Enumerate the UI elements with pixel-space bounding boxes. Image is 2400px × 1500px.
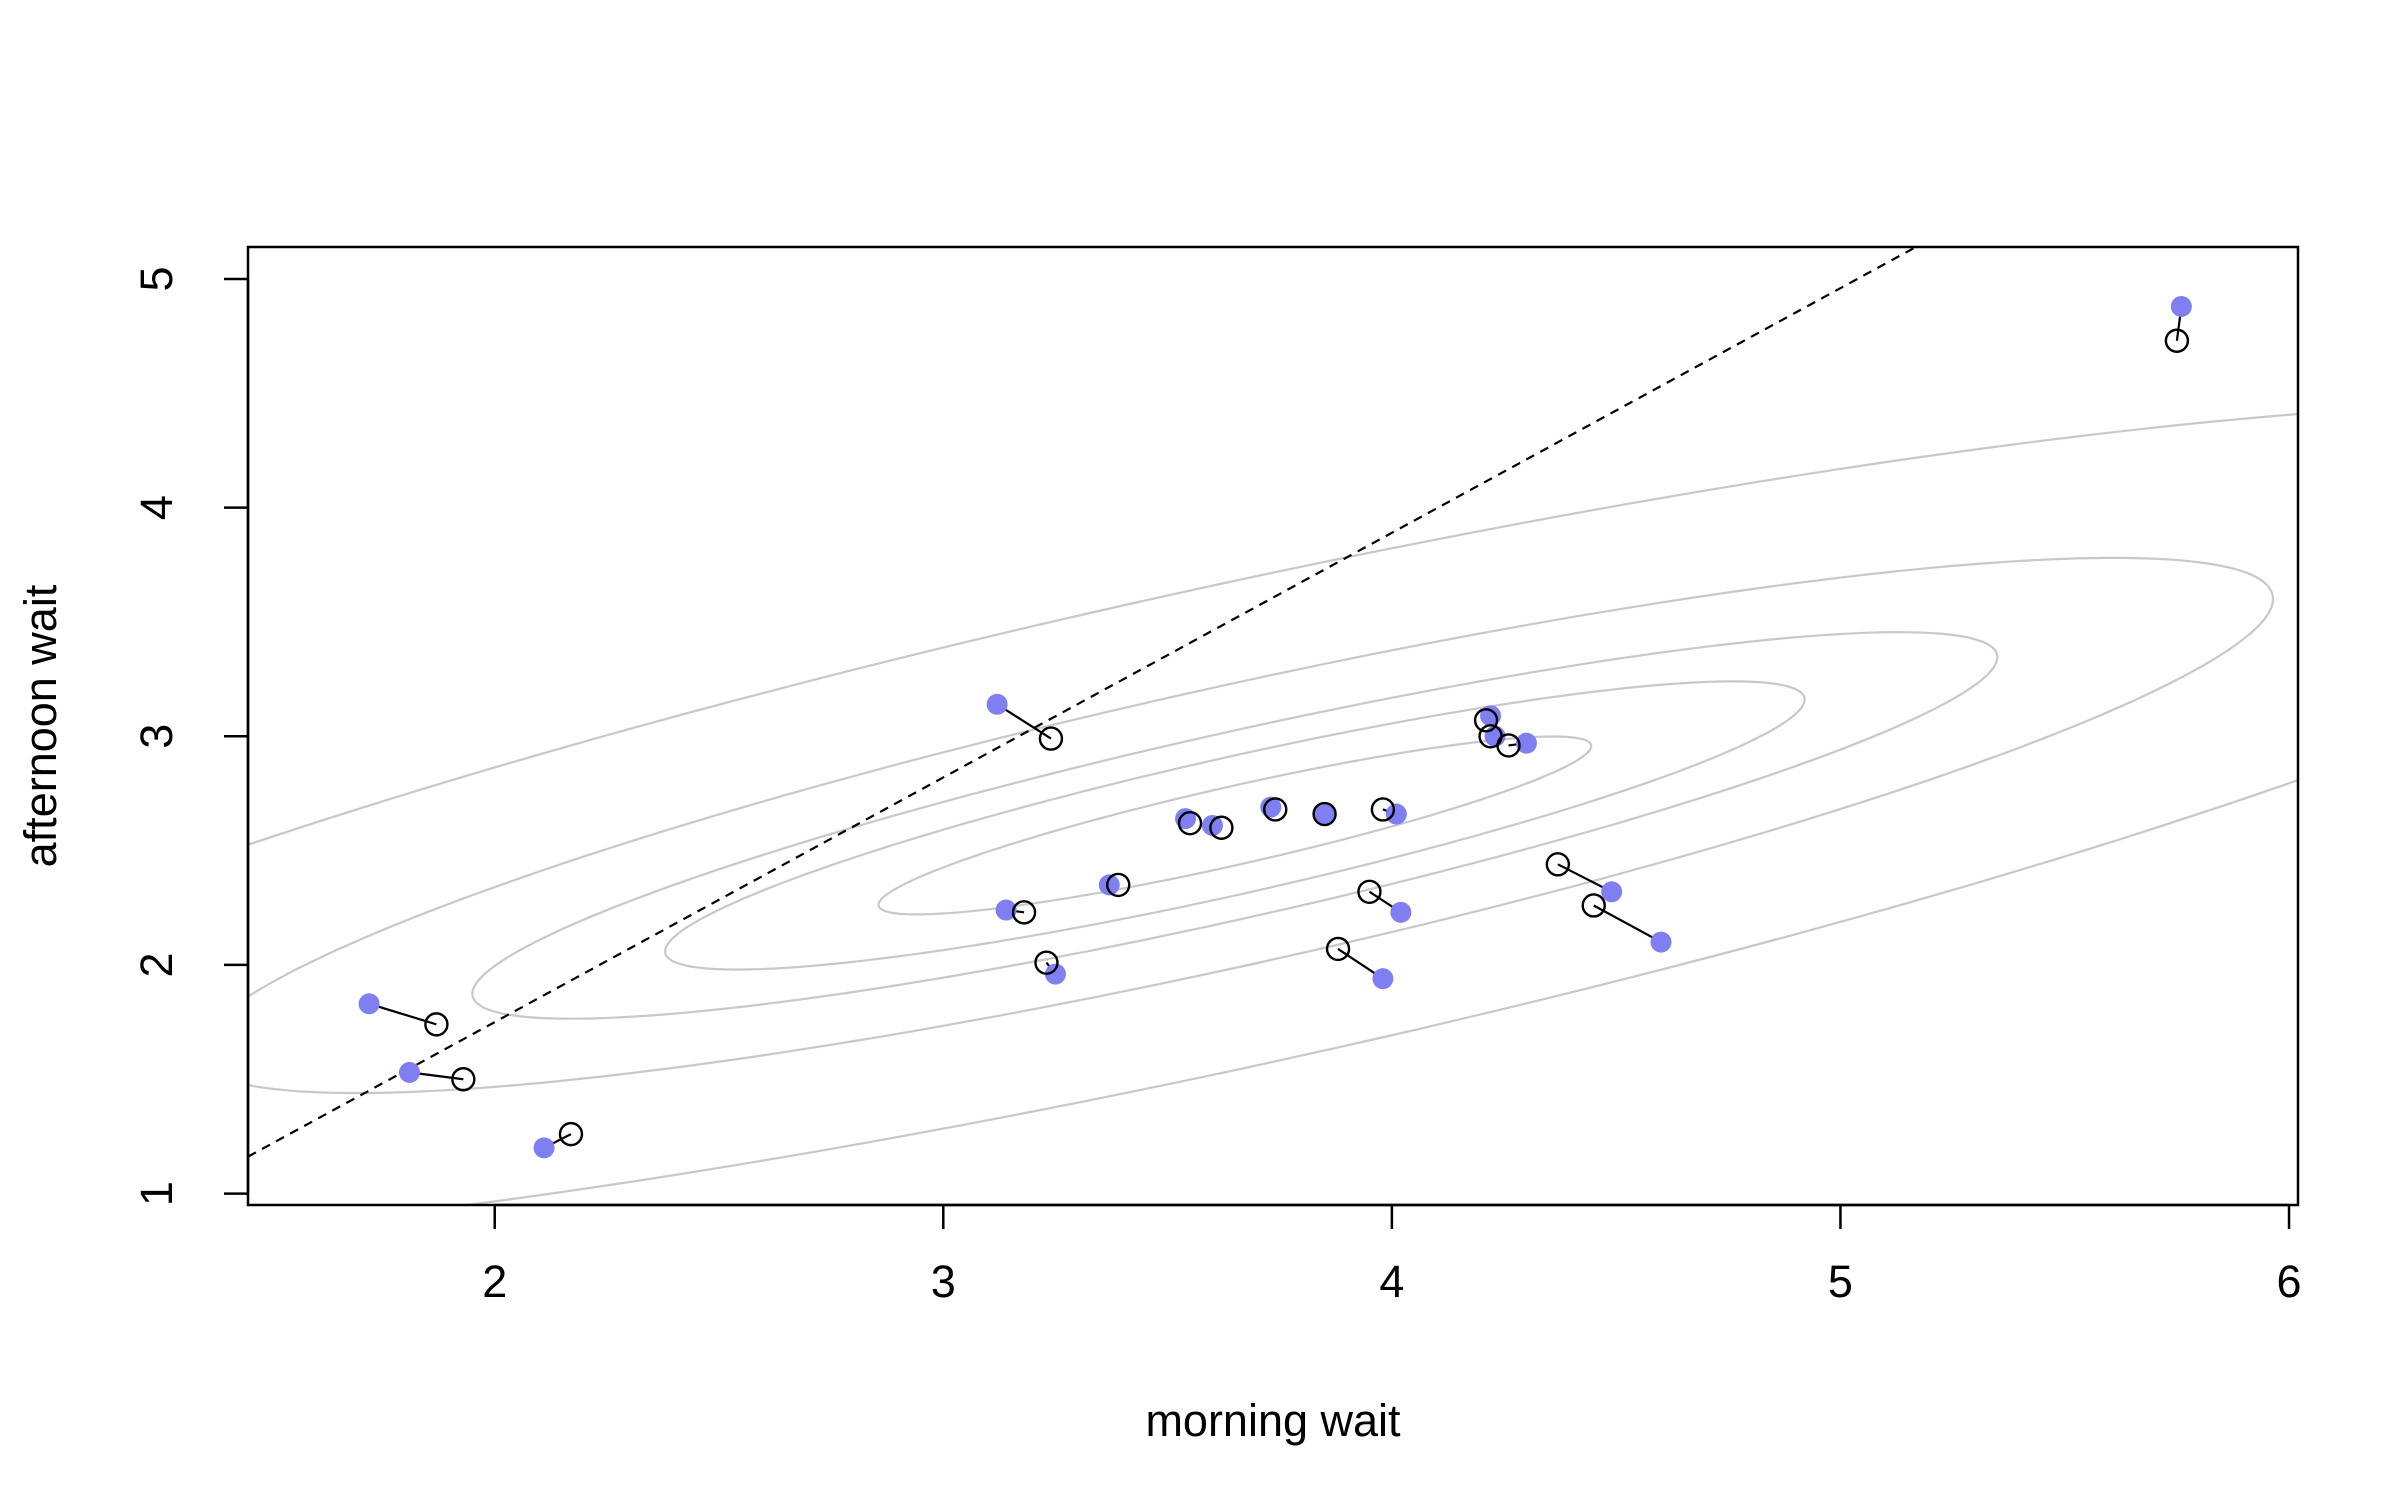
raw-point (1601, 881, 1623, 903)
pooled-point (1106, 872, 1131, 898)
contour-ellipse-1 (877, 735, 1593, 916)
raw-point (1385, 803, 1407, 825)
pooled-point (1034, 950, 1059, 975)
reference-line-group (248, 247, 1919, 1158)
y-tick-label: 4 (131, 495, 182, 520)
reference-line (248, 247, 1919, 1158)
x-tick-label: 5 (1828, 1256, 1853, 1307)
pooled-point (1545, 852, 1571, 877)
raw-point (1314, 803, 1336, 825)
y-tick-label: 1 (131, 1181, 182, 1206)
raw-point (2170, 295, 2192, 317)
pooled-point (1209, 815, 1234, 840)
pooled-point (451, 1067, 476, 1092)
pooled-point (2164, 328, 2190, 353)
raw-point (986, 693, 1008, 715)
pooled-point (1473, 708, 1499, 733)
x-tick-label: 4 (1379, 1256, 1404, 1307)
raw-point (358, 993, 380, 1015)
x-axis-label: morning wait (1145, 1395, 1401, 1446)
contour-ellipse-3 (471, 631, 1999, 1020)
y-tick-label: 3 (131, 724, 182, 749)
raw-point (1650, 931, 1672, 953)
raw-point (1201, 814, 1223, 836)
pooled-point (1496, 733, 1521, 758)
raw-point (398, 1061, 420, 1083)
pooled-point (1370, 797, 1396, 822)
raw-points (358, 295, 2192, 1159)
pooled-point (1325, 936, 1351, 962)
raw-point (995, 899, 1017, 921)
raw-point (1098, 874, 1120, 896)
contour-ellipse-2 (664, 680, 1806, 971)
raw-point (1515, 732, 1537, 754)
contour-ellipse-4 (248, 556, 2275, 1095)
pooled-point (1011, 900, 1037, 925)
shrinkage-links (368, 306, 2183, 1149)
raw-point (1044, 963, 1066, 985)
pooled-points (424, 328, 2190, 1147)
raw-point (533, 1137, 555, 1159)
pooled-point (1177, 810, 1203, 836)
y-tick-label: 5 (131, 266, 182, 291)
y-axis-label: afternoon wait (15, 584, 66, 867)
y-tick-label: 2 (131, 952, 182, 977)
pooled-point (1312, 801, 1337, 827)
contour-ellipse-5 (248, 412, 2298, 1205)
x-axis: 2 3 4 5 6 (482, 1203, 2302, 1307)
pooled-point (1357, 879, 1382, 904)
shrinkage-link (1593, 904, 1662, 944)
contour-ellipses (248, 412, 2298, 1205)
raw-point (1390, 901, 1412, 923)
x-tick-label: 6 (2277, 1256, 2302, 1307)
x-tick-label: 2 (482, 1256, 507, 1307)
x-tick-label: 3 (931, 1256, 956, 1307)
pooled-point (1263, 797, 1288, 822)
pooled-point (1581, 893, 1606, 918)
pooled-point (424, 1012, 449, 1037)
y-axis: 1 2 3 4 5 (131, 266, 250, 1206)
raw-point (1372, 968, 1394, 990)
pooled-point (558, 1121, 584, 1147)
pooled-point (1038, 726, 1064, 751)
